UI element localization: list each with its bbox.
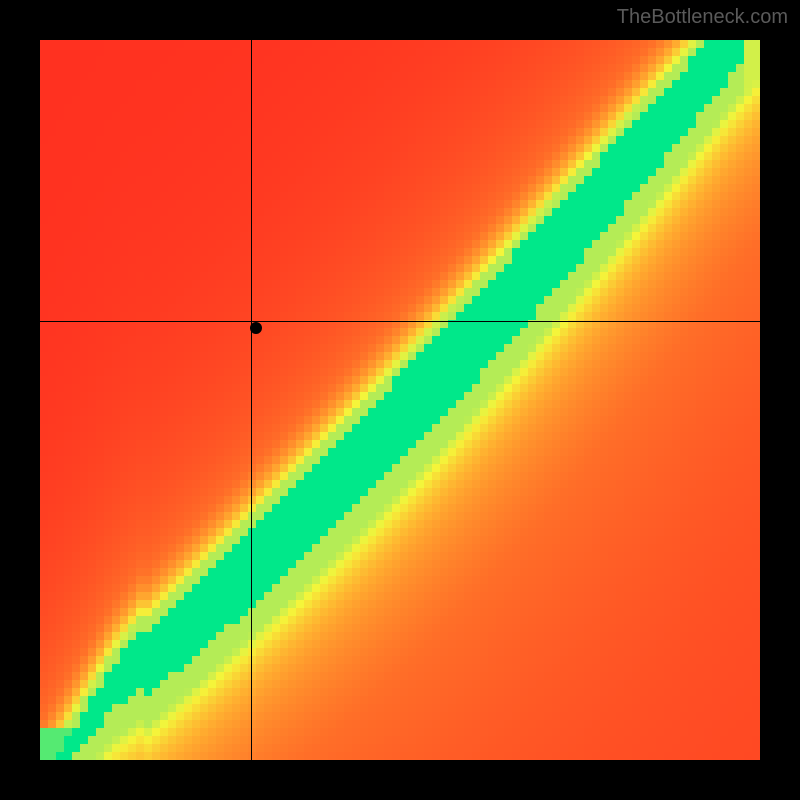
- crosshair-horizontal: [40, 321, 760, 322]
- crosshair-vertical: [251, 40, 252, 760]
- bottleneck-heatmap: [40, 40, 760, 760]
- heatmap-canvas: [40, 40, 760, 760]
- data-point-marker: [250, 322, 262, 334]
- watermark-text: TheBottleneck.com: [617, 6, 788, 29]
